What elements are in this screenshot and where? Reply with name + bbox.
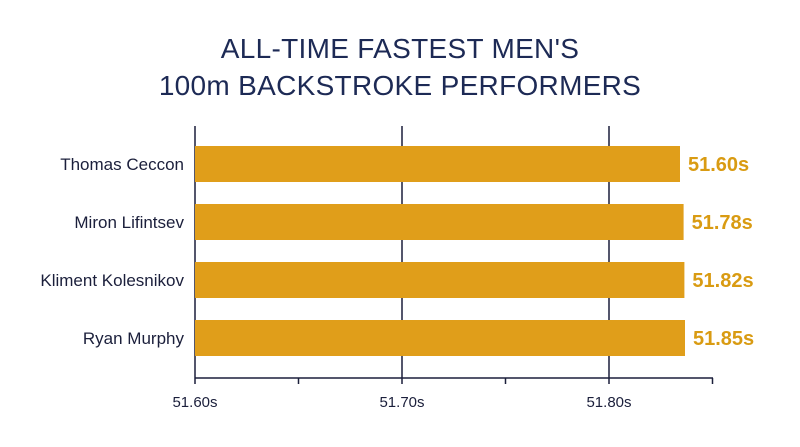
value-label-1: 51.78s xyxy=(692,212,753,234)
x-tick-label-2: 51.80s xyxy=(586,394,631,411)
category-label-1: Miron Lifintsev xyxy=(74,213,184,232)
chart-title-line-1: ALL-TIME FASTEST MEN'S xyxy=(220,33,580,64)
x-tick-label-1: 51.70s xyxy=(379,394,424,411)
bar-3 xyxy=(195,320,685,356)
bar-0 xyxy=(195,146,680,182)
value-label-0: 51.60s xyxy=(688,154,749,176)
value-label-2: 51.82s xyxy=(692,270,753,292)
bar-1 xyxy=(195,204,684,240)
bar-2 xyxy=(195,262,685,298)
chart-title-line-2: 100m BACKSTROKE PERFORMERS xyxy=(158,70,642,101)
value-label-3: 51.85s xyxy=(693,328,754,350)
category-label-2: Kliment Kolesnikov xyxy=(40,271,184,290)
category-label-3: Ryan Murphy xyxy=(83,329,185,348)
category-label-0: Thomas Ceccon xyxy=(60,155,184,174)
x-tick-label-0: 51.60s xyxy=(172,394,217,411)
